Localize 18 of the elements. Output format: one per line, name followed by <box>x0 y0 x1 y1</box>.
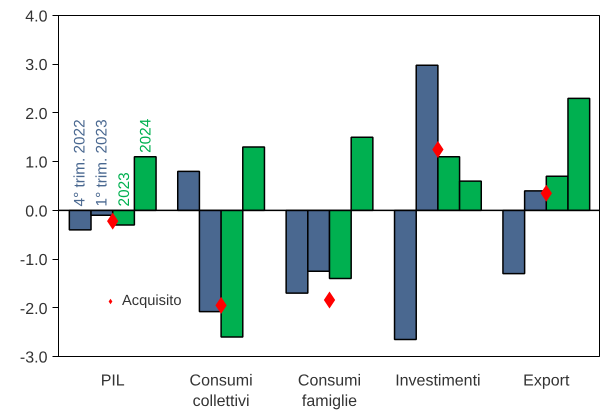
text: 1° trim. 2023 <box>93 119 110 206</box>
y-tick-label: 2.0 <box>25 106 48 123</box>
y-tick-label: -1.0 <box>20 252 48 270</box>
x-tick-label: PIL <box>100 372 125 390</box>
y-tick-label: 4.0 <box>25 8 48 26</box>
y-tick-label: 3.0 <box>25 57 48 74</box>
legend-label: Acquisito <box>122 293 182 309</box>
y-tick-label: 1.0 <box>25 154 48 172</box>
text: 2023 <box>116 172 134 206</box>
text: 4° trim. 2022 <box>72 119 89 206</box>
y-tick-label: -3.0 <box>20 350 48 366</box>
x-tick-label: Consumi famiglie <box>298 372 362 410</box>
x-tick-label: Investimenti <box>395 372 481 390</box>
y-tick-label: -2.0 <box>20 300 48 318</box>
x-tick-label: Consumi collettivi <box>190 372 253 410</box>
x-tick-label: Export <box>523 372 570 390</box>
y-tick-label: 0.0 <box>25 203 48 220</box>
text: 2024 <box>138 118 155 153</box>
